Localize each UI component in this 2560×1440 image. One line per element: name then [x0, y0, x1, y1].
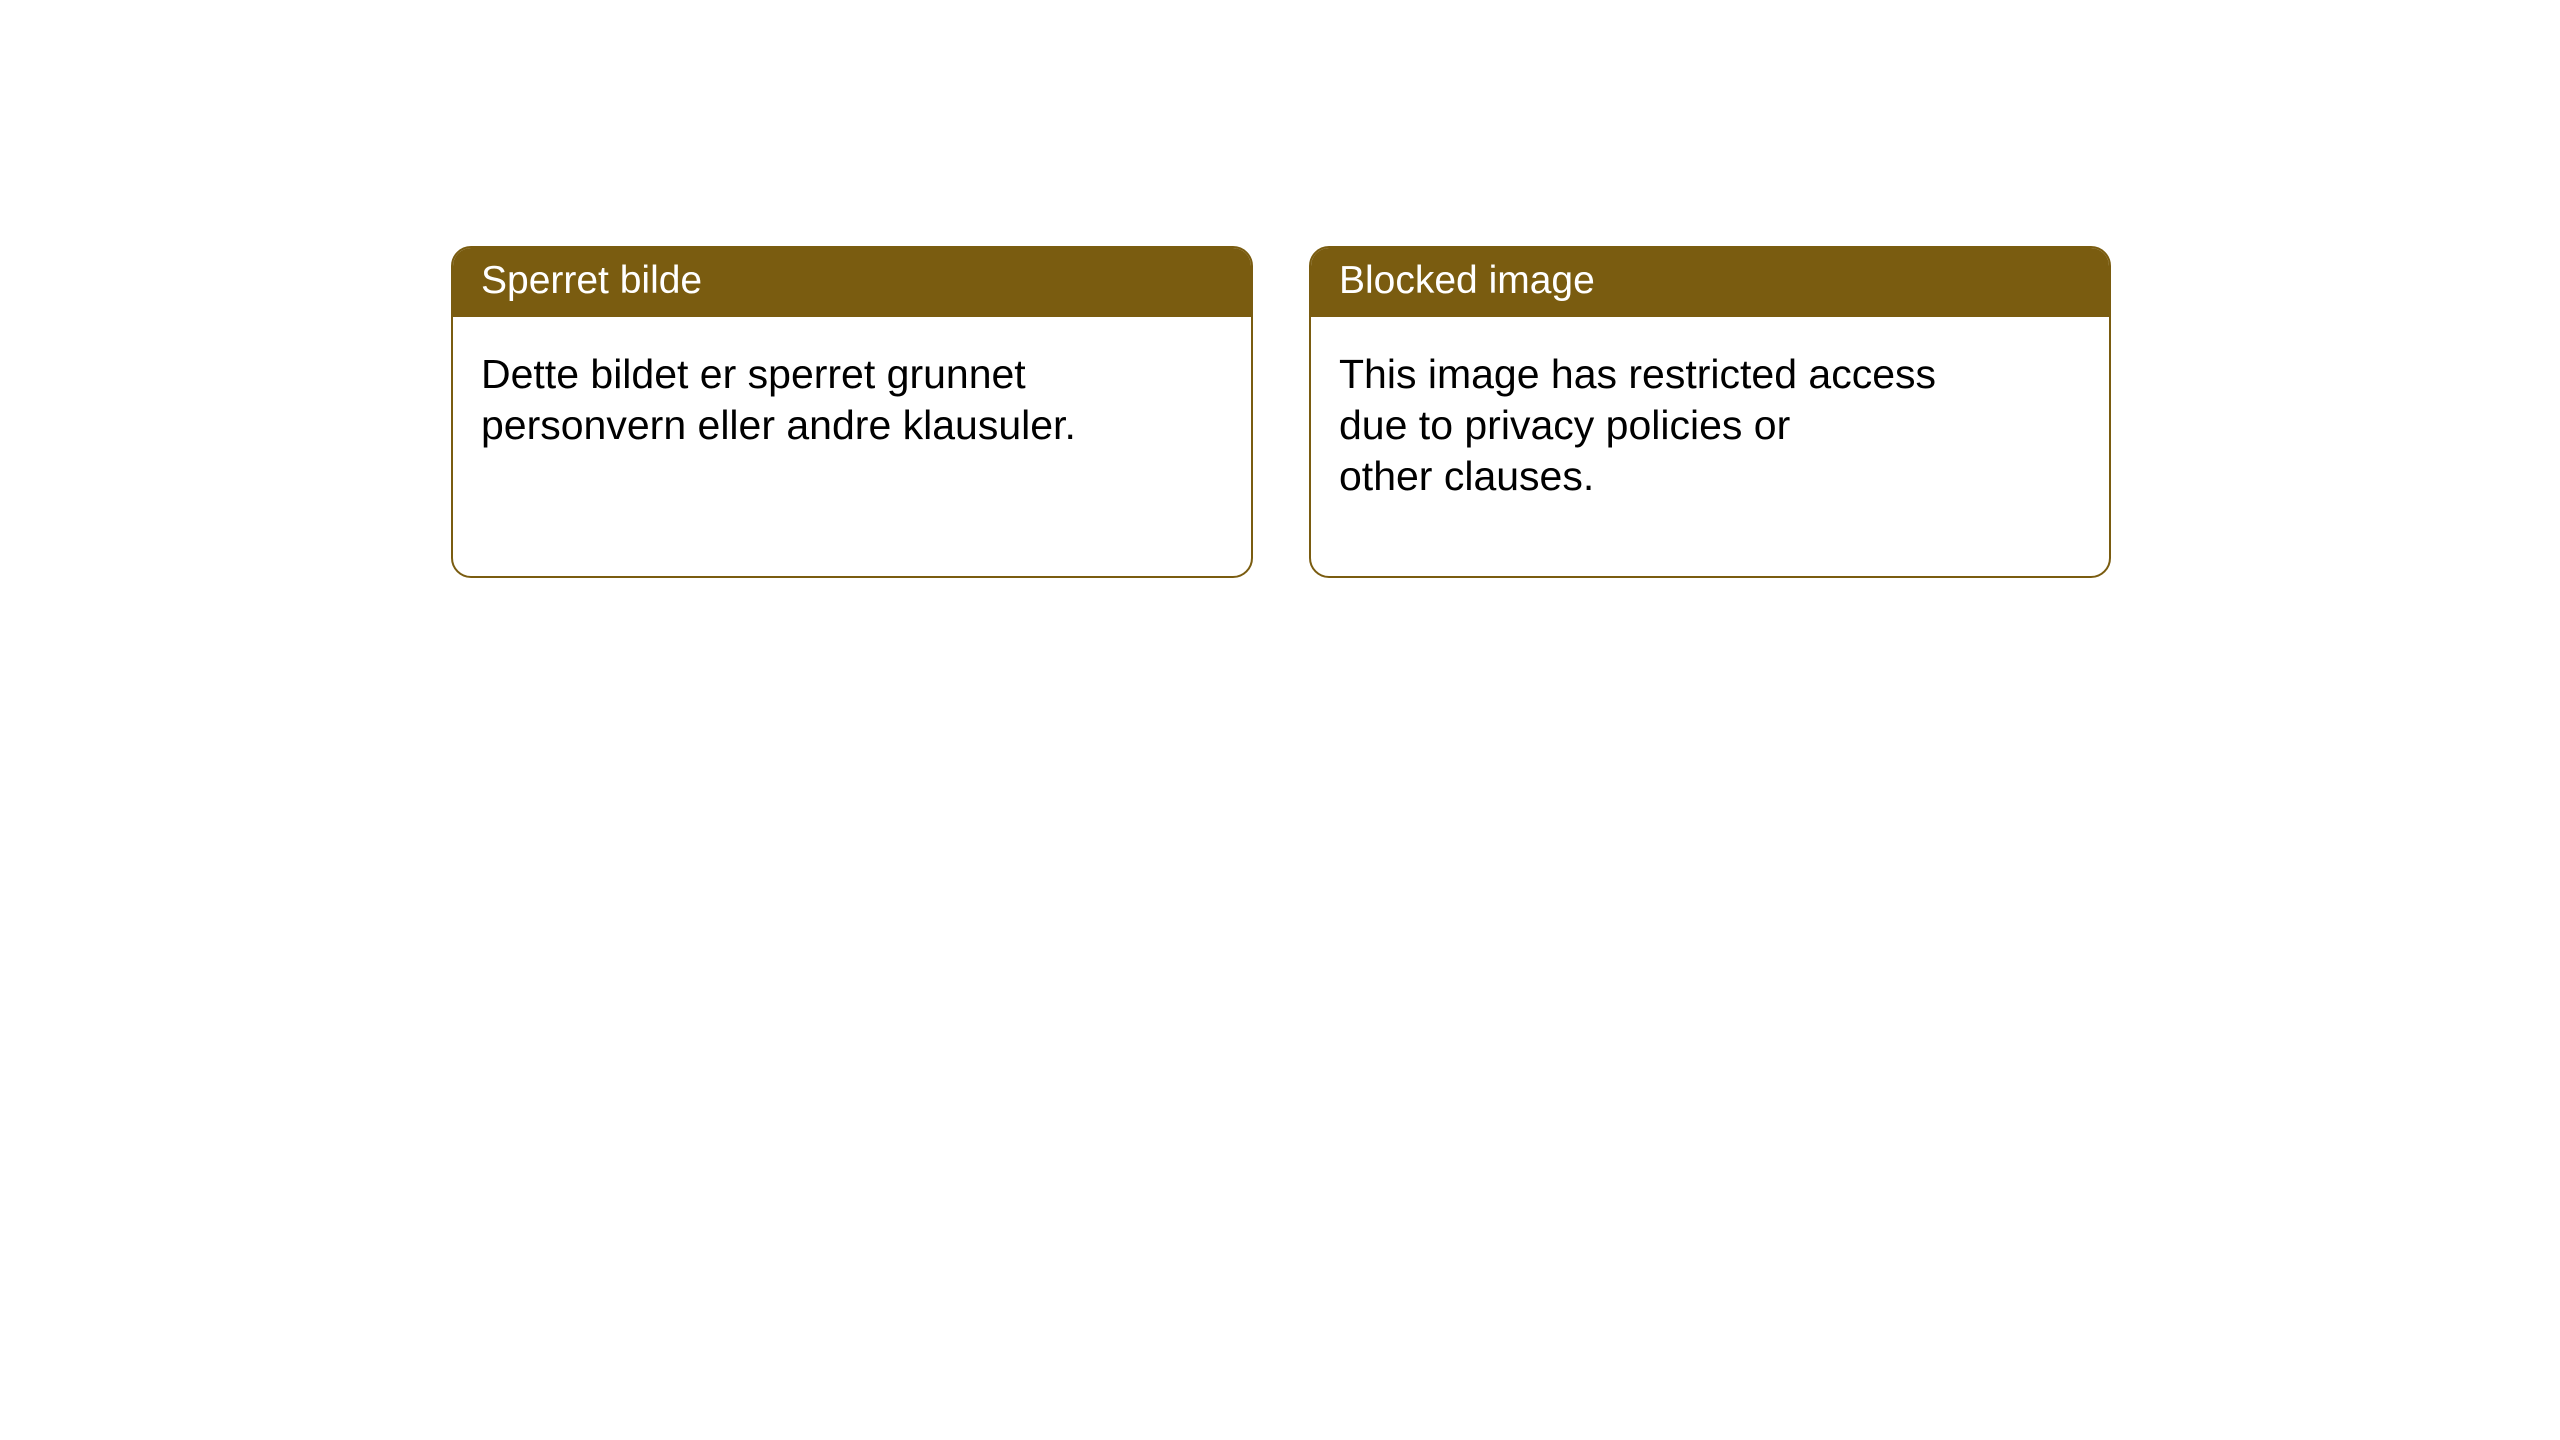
- notice-title-norwegian: Sperret bilde: [453, 248, 1251, 317]
- notice-body-norwegian: Dette bildet er sperret grunnet personve…: [453, 317, 1251, 484]
- notice-body-english: This image has restricted access due to …: [1311, 317, 2109, 535]
- notice-title-english: Blocked image: [1311, 248, 2109, 317]
- notice-card-norwegian: Sperret bilde Dette bildet er sperret gr…: [451, 246, 1253, 578]
- notice-card-english: Blocked image This image has restricted …: [1309, 246, 2111, 578]
- notice-container: Sperret bilde Dette bildet er sperret gr…: [451, 246, 2111, 578]
